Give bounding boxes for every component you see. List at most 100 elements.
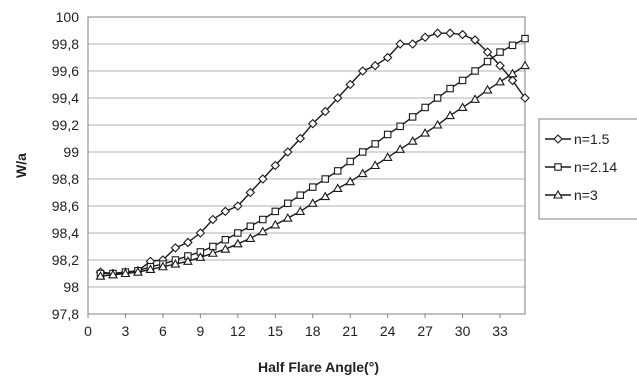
data-point	[520, 93, 530, 103]
data-point	[220, 206, 231, 217]
data-point	[471, 67, 479, 75]
data-point	[421, 103, 429, 112]
x-tick-label: 6	[159, 323, 167, 339]
data-point	[282, 213, 293, 222]
data-point	[120, 268, 131, 278]
data-point	[382, 52, 393, 63]
data-point	[333, 167, 342, 175]
series-layer	[95, 28, 530, 280]
data-point	[496, 48, 504, 56]
legend-item: n=3	[545, 187, 598, 203]
series-line	[100, 37, 526, 275]
x-tick-label: 18	[305, 323, 321, 339]
x-axis-ticks: 0 3 6 9 12 15 18 21 24 27 30 33	[84, 314, 508, 339]
data-point	[507, 68, 518, 78]
data-point	[332, 93, 343, 103]
data-point	[195, 228, 206, 238]
x-tick-label: 3	[122, 323, 130, 339]
data-point	[307, 118, 318, 129]
legend-label: n=2.14	[574, 159, 617, 175]
data-point	[407, 39, 418, 49]
data-point	[345, 79, 355, 90]
data-point	[433, 94, 442, 102]
data-point	[508, 41, 517, 50]
data-point	[308, 183, 317, 191]
data-point	[145, 264, 156, 274]
data-point	[357, 66, 368, 76]
series-line	[100, 32, 526, 275]
data-point	[182, 256, 193, 265]
data-point	[320, 106, 331, 117]
data-point	[495, 60, 505, 71]
data-point	[407, 136, 418, 145]
y-tick-label: 99,8	[52, 36, 79, 52]
y-tick-label: 98,6	[52, 198, 79, 214]
data-point	[457, 29, 468, 40]
y-tick-label: 99	[63, 144, 79, 160]
data-point	[307, 198, 318, 207]
data-point	[470, 35, 480, 45]
data-point	[446, 84, 454, 93]
data-point	[270, 160, 281, 171]
data-point	[495, 76, 505, 86]
data-point	[346, 157, 354, 166]
x-tick-label: 12	[230, 323, 246, 339]
data-point	[458, 76, 467, 85]
data-point	[234, 229, 242, 237]
y-tick-label: 99,6	[52, 63, 79, 79]
data-point	[358, 148, 367, 156]
data-point	[396, 122, 404, 131]
y-tick-label: 99,4	[52, 90, 79, 106]
y-tick-label: 98,8	[52, 171, 79, 187]
series-diamond	[95, 28, 530, 279]
y-tick-label: 98,4	[52, 225, 79, 241]
x-tick-label: 15	[267, 323, 283, 339]
y-axis-ticks: 97,8 98 98,2 98,4 98,6 98,8 99 99,2 99,4 99,6 99,8…	[52, 9, 79, 322]
x-axis-title: Half Flare Angle(°)	[258, 359, 379, 375]
data-point	[221, 236, 230, 244]
data-point	[357, 168, 368, 178]
data-point	[520, 60, 530, 70]
data-point	[232, 238, 243, 248]
data-point	[445, 28, 455, 38]
legend-item: n=2.14	[545, 159, 617, 175]
data-point	[420, 127, 431, 137]
legend: n=1.5 n=2.14 n=3	[538, 118, 637, 220]
data-point	[233, 201, 243, 211]
data-point	[220, 244, 231, 253]
data-point	[395, 144, 406, 153]
data-point	[395, 39, 405, 49]
data-point	[245, 233, 256, 242]
data-point	[382, 152, 393, 161]
x-tick-label: 9	[196, 323, 204, 339]
data-point	[482, 47, 493, 57]
data-point	[271, 207, 280, 216]
legend-items: n=1.5 n=2.14 n=3	[545, 131, 617, 203]
series-square	[96, 34, 529, 278]
y-tick-label: 100	[56, 9, 80, 25]
data-point	[320, 191, 331, 201]
data-point	[108, 269, 118, 279]
x-tick-label: 21	[342, 323, 358, 339]
x-tick-label: 27	[417, 323, 433, 339]
data-point	[259, 215, 267, 224]
data-point	[245, 187, 256, 198]
data-point	[208, 214, 218, 225]
data-point	[371, 140, 379, 148]
data-point	[370, 60, 380, 71]
data-point	[257, 226, 268, 236]
data-point	[483, 57, 492, 66]
data-point	[246, 222, 255, 231]
legend-marker	[554, 163, 562, 171]
legend-marker	[553, 134, 563, 144]
data-point	[132, 267, 143, 276]
data-point	[170, 258, 181, 268]
x-tick-label: 0	[84, 323, 92, 339]
data-point	[258, 174, 268, 184]
x-tick-label: 24	[380, 323, 396, 339]
data-point	[295, 206, 306, 215]
y-tick-label: 97,8	[52, 306, 79, 322]
data-point	[321, 175, 329, 183]
x-tick-label: 33	[492, 323, 508, 339]
